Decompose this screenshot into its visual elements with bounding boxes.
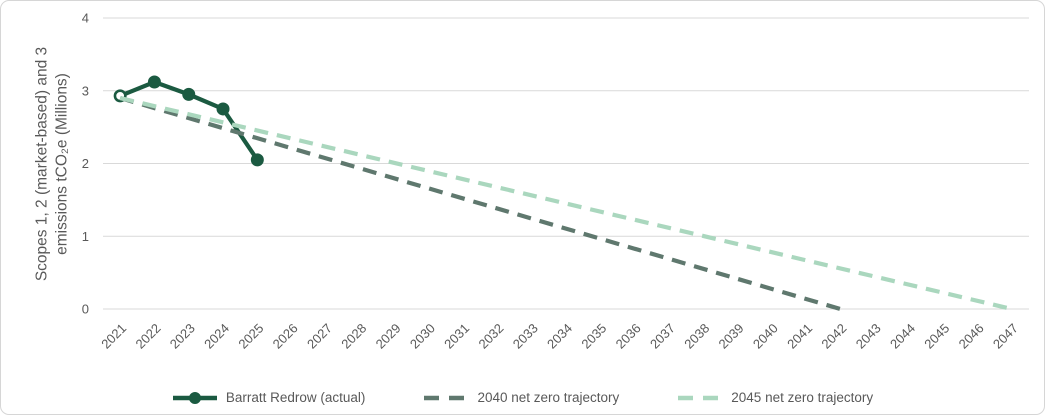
x-tick-label: 2043 — [853, 321, 884, 352]
y-tick-label: 4 — [82, 11, 89, 26]
x-tick-label: 2027 — [304, 321, 335, 352]
legend-item-2045-trajectory: 2045 net zero trajectory — [677, 390, 873, 405]
x-tick-label: 2030 — [407, 321, 438, 352]
legend-item-2040-trajectory: 2040 net zero trajectory — [423, 390, 619, 405]
dashed-line-icon — [424, 395, 469, 400]
series-line-2 — [119, 95, 1013, 312]
x-tick-label: 2044 — [887, 321, 918, 352]
gridlines — [103, 17, 1029, 310]
legend-label-2040-trajectory: 2040 net zero trajectory — [477, 390, 620, 405]
series-0 — [113, 75, 264, 167]
y-axis-tick-labels: 0 1 2 3 4 — [82, 11, 89, 317]
x-tick-label: 2041 — [784, 321, 815, 352]
x-tick-label: 2023 — [167, 321, 198, 352]
x-tick-label: 2032 — [475, 321, 506, 352]
x-tick-label: 2025 — [235, 321, 266, 352]
legend: Barratt Redrow (actual) 2040 net zero tr… — [1, 390, 1044, 405]
x-tick-label: 2039 — [716, 321, 747, 352]
y-tick-label: 0 — [82, 302, 89, 317]
x-tick-label: 2038 — [681, 321, 712, 352]
x-tick-label: 2022 — [133, 321, 164, 352]
x-tick-label: 2040 — [750, 321, 781, 352]
x-tick-label: 2033 — [510, 321, 541, 352]
x-tick-label: 2028 — [338, 321, 369, 352]
data-point-marker — [216, 102, 230, 116]
x-tick-label: 2045 — [921, 321, 952, 352]
x-tick-label: 2037 — [647, 321, 678, 352]
data-point-marker — [250, 153, 264, 167]
x-tick-label: 2036 — [613, 321, 644, 352]
series-2 — [119, 95, 1013, 312]
solid-line-with-marker-icon — [172, 391, 217, 404]
y-tick-label: 1 — [82, 229, 89, 244]
y-tick-label: 3 — [82, 83, 89, 98]
legend-label-2045-trajectory: 2045 net zero trajectory — [731, 390, 874, 405]
x-tick-label: 2029 — [373, 321, 404, 352]
x-tick-label: 2021 — [98, 321, 129, 352]
data-point-marker — [147, 75, 161, 89]
data-point-marker — [182, 87, 196, 101]
legend-label-actual: Barratt Redrow (actual) — [225, 390, 366, 405]
x-tick-label: 2026 — [270, 321, 301, 352]
series-line-1 — [119, 96, 841, 312]
y-tick-label: 2 — [82, 156, 89, 171]
x-tick-label: 2042 — [818, 321, 849, 352]
dashed-line-icon — [678, 395, 723, 400]
x-tick-label: 2046 — [956, 321, 987, 352]
series-1 — [119, 96, 841, 312]
x-tick-label: 2035 — [578, 321, 609, 352]
x-tick-label: 2034 — [544, 321, 575, 352]
legend-item-actual: Barratt Redrow (actual) — [172, 390, 366, 405]
x-tick-label: 2024 — [201, 321, 232, 352]
x-tick-label: 2031 — [441, 321, 472, 352]
x-axis-tick-labels: 2021 2022 2023 2024 2025 2026 2027 2028 2029 2030… — [98, 321, 1021, 352]
x-tick-label: 2047 — [990, 321, 1021, 352]
